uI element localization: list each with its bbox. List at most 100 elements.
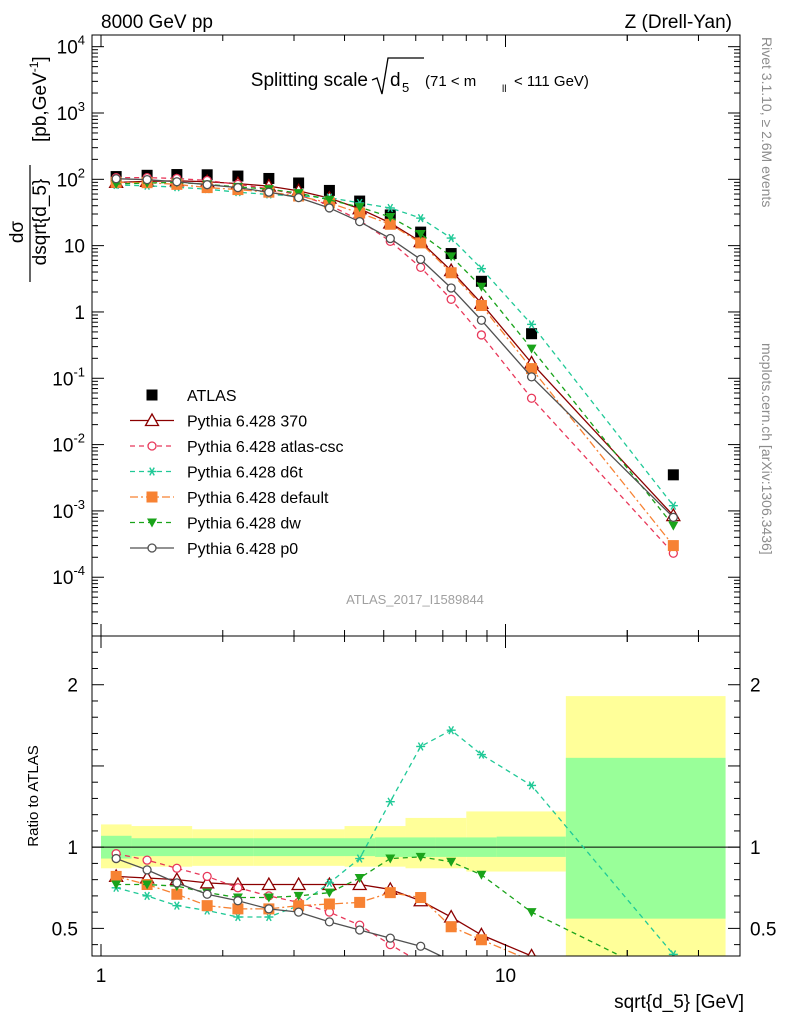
point-default bbox=[445, 267, 457, 279]
legend-entry-default: Pythia 6.428 default bbox=[130, 490, 329, 507]
y-tick-label: 104 bbox=[57, 33, 85, 59]
point-p0 bbox=[111, 174, 121, 184]
ratio-point-atlascsc bbox=[417, 958, 425, 966]
ratio-y-tick-label: 2 bbox=[67, 676, 78, 697]
point-dw bbox=[415, 229, 426, 239]
plot-title-mass-sub: ll bbox=[502, 84, 506, 95]
point-atlas bbox=[293, 177, 305, 189]
y-label-units-exp: -1 bbox=[27, 61, 41, 72]
ratio-point-dw bbox=[476, 870, 487, 880]
y-label-units: [pb,GeV-1] bbox=[27, 56, 51, 142]
ratio-point-p0 bbox=[233, 896, 243, 906]
side-text-rivet: Rivet 3.1.10, ≥ 2.6M events bbox=[759, 37, 775, 207]
y-tick-label: 10-3 bbox=[52, 497, 85, 523]
point-p0 bbox=[446, 283, 456, 293]
ratio-point-p0 bbox=[528, 970, 536, 978]
point-d6t bbox=[527, 320, 537, 329]
legend-entry-atlascsc: Pythia 6.428 atlas-csc bbox=[130, 439, 344, 456]
point-p0 bbox=[233, 182, 243, 193]
ratio-point-dw bbox=[111, 880, 122, 890]
ratio-point-d6t bbox=[233, 912, 243, 922]
ratio-point-dw bbox=[415, 852, 426, 862]
ratio-point-dw bbox=[385, 854, 396, 864]
point-dw bbox=[526, 344, 537, 354]
ratio-point-d6t-stroke bbox=[448, 725, 455, 735]
legend-marker-atlascsc bbox=[147, 441, 157, 451]
legend-label-atlascsc: Pythia 6.428 atlas-csc bbox=[187, 439, 344, 456]
ratio-point-p0 bbox=[324, 917, 335, 927]
point-dw bbox=[668, 521, 679, 531]
point-p0 bbox=[526, 372, 537, 382]
header-right: Z (Drell-Yan) bbox=[625, 12, 732, 33]
point-d6t-stroke bbox=[670, 501, 677, 510]
plot-title-d-sub: 5 bbox=[402, 80, 409, 95]
ratio-point-p0 bbox=[355, 925, 365, 935]
ratio-y-tick-label: 1 bbox=[67, 838, 78, 859]
legend-entry-p0: Pythia 6.428 p0 bbox=[130, 541, 298, 558]
ratio-point-default bbox=[354, 896, 366, 908]
ratio-point-d6t bbox=[527, 781, 537, 790]
legend-label-d6t: Pythia 6.428 d6t bbox=[187, 465, 303, 482]
ratio-point-p0 bbox=[142, 865, 152, 875]
ratio-point-p370 bbox=[199, 875, 215, 889]
point-dw bbox=[385, 213, 396, 223]
point-d6t-stroke bbox=[417, 213, 424, 223]
legend-marker-p370 bbox=[144, 412, 160, 427]
y-tick-label: 10 bbox=[64, 237, 85, 258]
ratio-point-p0 bbox=[202, 889, 212, 899]
point-default bbox=[526, 363, 538, 375]
ratio-point-d6t-stroke bbox=[671, 950, 677, 956]
series-d6t bbox=[111, 180, 678, 510]
ratio-point-d6t bbox=[172, 901, 182, 910]
ratio-point-default bbox=[201, 900, 213, 912]
point-default bbox=[415, 237, 427, 249]
ratio-point-dw bbox=[668, 978, 678, 987]
point-p0 bbox=[264, 187, 274, 197]
ratio-point-default bbox=[293, 900, 305, 912]
legend-marker-d6t bbox=[147, 467, 157, 476]
point-d6t-stroke bbox=[387, 203, 394, 213]
ratio-point-p370 bbox=[291, 876, 307, 891]
point-atlascsc bbox=[476, 330, 487, 340]
y-label-numerator: dσ bbox=[7, 221, 28, 244]
ratio-point-d6t bbox=[668, 950, 678, 956]
legend-marker-atlas bbox=[146, 389, 158, 401]
y-tick-label: 103 bbox=[57, 99, 85, 125]
ratio-point-p370 bbox=[261, 876, 277, 891]
ratio-point-d6t-stroke bbox=[356, 854, 363, 863]
legend-marker-default bbox=[146, 491, 158, 503]
series-line-d6t bbox=[116, 184, 674, 507]
ratio-point-atlascsc bbox=[233, 883, 243, 893]
y-label-units-close: ] bbox=[30, 56, 51, 61]
point-d6t bbox=[416, 213, 426, 223]
ratio-y-tick-label-right: 1 bbox=[750, 838, 761, 859]
ratio-line-default bbox=[115, 875, 522, 956]
point-dw bbox=[354, 203, 365, 213]
ratio-point-d6t bbox=[416, 742, 426, 751]
ratio-point-d6t bbox=[264, 912, 274, 922]
y-axis-label: dσ dsqrt{d_5} [pb,GeV-1] bbox=[7, 56, 51, 282]
ratio-y-label: Ratio to ATLAS bbox=[25, 745, 42, 846]
ratio-point-atlascsc bbox=[202, 871, 212, 882]
ratio-point-default bbox=[475, 934, 487, 946]
legend: ATLAS Pythia 6.428 370 Pythia 6.428 atlas-… bbox=[130, 388, 344, 558]
ratio-point-d6t-stroke bbox=[266, 912, 272, 922]
bands-layer bbox=[92, 696, 740, 956]
ratio-point-d6t-stroke bbox=[174, 901, 180, 910]
ratio-point-p0 bbox=[172, 878, 182, 888]
series-p0 bbox=[111, 174, 678, 522]
plot-title-mass-left: (71 < m bbox=[425, 73, 476, 90]
legend-entry-atlas: ATLAS bbox=[146, 388, 237, 405]
series-layer bbox=[108, 169, 681, 558]
legend-entry-d6t: Pythia 6.428 d6t bbox=[130, 465, 303, 482]
side-text-mcplots: mcplots.cern.ch [arXiv:1306.3436] bbox=[759, 343, 775, 555]
ratio-y-tick-label-right: 0.5 bbox=[750, 919, 776, 940]
ratio-point-p370 bbox=[352, 876, 368, 891]
point-atlas bbox=[667, 469, 679, 481]
ratio-line-atlascsc bbox=[116, 853, 411, 956]
ratio-band-green bbox=[565, 757, 726, 919]
point-default bbox=[667, 540, 679, 552]
ratio-point-d6t bbox=[324, 878, 334, 888]
legend-entry-p370: Pythia 6.428 370 bbox=[130, 412, 307, 431]
legend-marker-dw bbox=[147, 518, 157, 528]
